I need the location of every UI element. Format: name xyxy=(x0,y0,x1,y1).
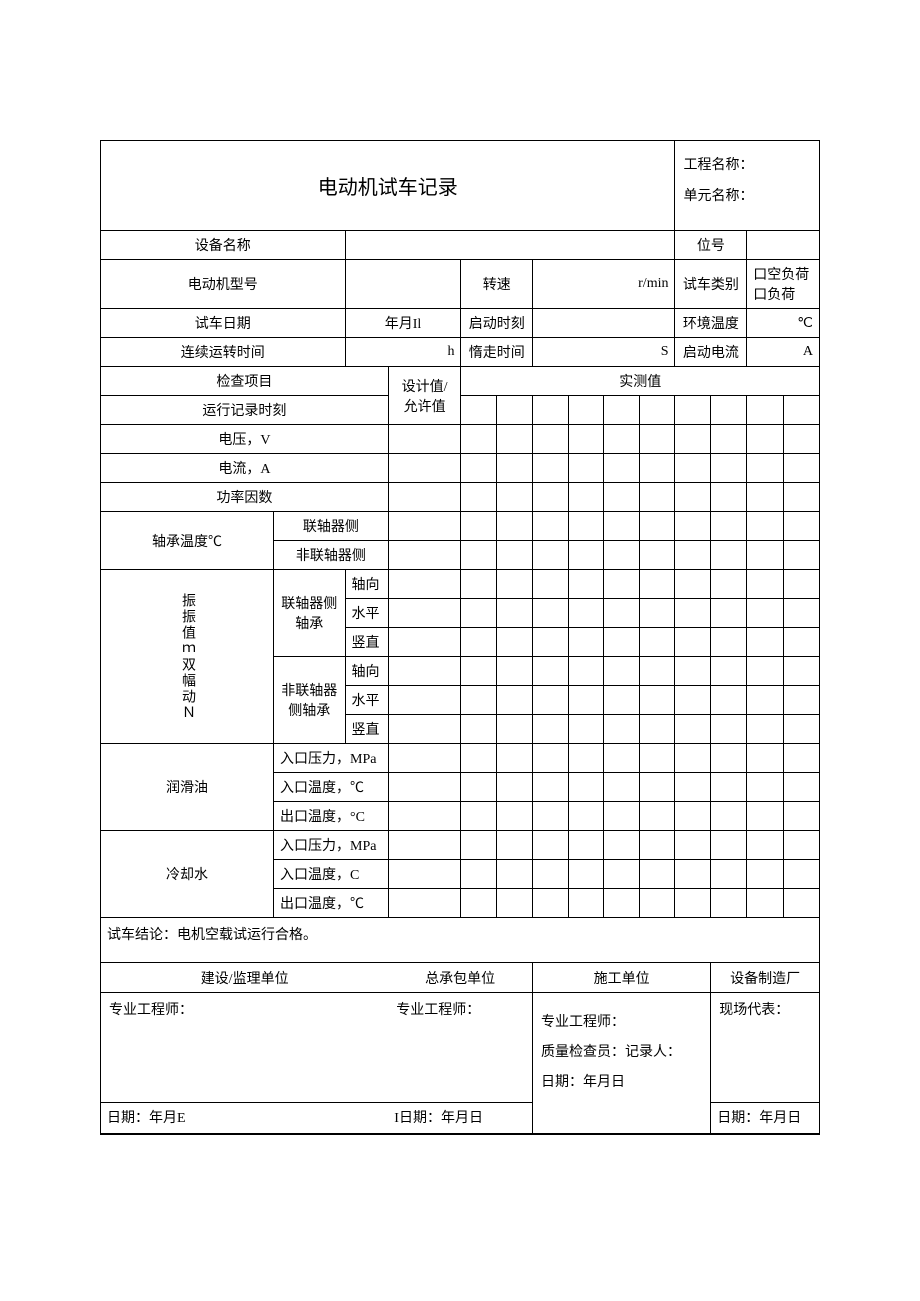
vibration-group: 振振值ｍ双幅动Ｎ xyxy=(101,570,274,744)
start-time-label: 启动时刻 xyxy=(461,309,533,338)
sig1-engineer: 专业工程师： xyxy=(109,999,380,1019)
power-factor-label: 功率因数 xyxy=(101,483,389,512)
sig1-date: 日期：年月E xyxy=(107,1111,186,1126)
runtime-label: 连续运转时间 xyxy=(101,338,346,367)
design-value-label: 设计值/允许值 xyxy=(388,367,461,425)
check-item-label: 检查项目 xyxy=(101,367,389,396)
sig-col4-date: 日期：年月日 xyxy=(711,1103,820,1134)
m-col-6 xyxy=(639,396,675,425)
device-name-label: 设备名称 xyxy=(101,231,346,260)
env-temp-unit: ℃ xyxy=(747,309,820,338)
m-col-9 xyxy=(747,396,783,425)
start-current-unit: A xyxy=(747,338,820,367)
coast-unit: S xyxy=(532,338,675,367)
lube-out-temp: 出口温度，°C xyxy=(274,802,389,831)
conclusion: 试车结论：电机空载试运行合格。 xyxy=(101,918,820,963)
m-col-3 xyxy=(532,396,568,425)
voltage-label: 电压，V xyxy=(101,425,389,454)
sig3-qc: 质量检查员：记录人： xyxy=(541,1041,702,1061)
sig-col4-body: 现场代表： xyxy=(711,993,820,1103)
bearing-coupling-side: 联轴器侧 xyxy=(274,512,389,541)
cooling-out-temp: 出口温度，℃ xyxy=(274,889,389,918)
m-col-8 xyxy=(711,396,747,425)
sig-col2-date: I日期：年月日 xyxy=(388,1103,532,1134)
cooling-in-temp: 入口温度，C xyxy=(274,860,389,889)
runtime-record-label: 运行记录时刻 xyxy=(101,396,389,425)
motor-test-record-table: 电动机试车记录 工程名称： 单元名称： 设备名称 位号 电动机型号 转速 r/m… xyxy=(100,140,820,1135)
sig-col2-body: 专业工程师： xyxy=(388,993,532,1103)
vib-c-vertical: 竖直 xyxy=(345,628,388,657)
power-factor-design xyxy=(388,483,461,512)
speed-label: 转速 xyxy=(461,260,533,309)
sig2-date: I日期：年月日 xyxy=(394,1111,483,1126)
m-col-2 xyxy=(497,396,533,425)
sig2-engineer: 专业工程师： xyxy=(396,999,524,1019)
lube-in-pressure: 入口压力，MPa xyxy=(274,744,389,773)
runtime-unit: h xyxy=(345,338,461,367)
test-date-label: 试车日期 xyxy=(101,309,346,338)
sig-col1-body: 专业工程师： xyxy=(101,993,389,1103)
env-temp-label: 环境温度 xyxy=(675,309,747,338)
test-type-label: 试车类别 xyxy=(675,260,747,309)
vib-nc-vertical: 竖直 xyxy=(345,715,388,744)
lube-in-temp: 入口温度，℃ xyxy=(274,773,389,802)
m-col-4 xyxy=(568,396,604,425)
measured-label: 实测值 xyxy=(461,367,820,396)
speed-unit: r/min xyxy=(532,260,675,309)
test-date-value: 年月Il xyxy=(345,309,461,338)
device-name-value xyxy=(345,231,675,260)
vib-c-axial: 轴向 xyxy=(345,570,388,599)
current-design xyxy=(388,454,461,483)
bearing-temp-group: 轴承温度℃ xyxy=(101,512,274,570)
coast-label: 惰走时间 xyxy=(461,338,533,367)
sig-col3-header: 施工单位 xyxy=(532,963,710,993)
project-name-label: 工程名称： xyxy=(683,151,811,182)
cooling-in-pressure: 入口压力，MPa xyxy=(274,831,389,860)
bearing-non-coupling-side: 非联轴器侧 xyxy=(274,541,389,570)
position-label: 位号 xyxy=(675,231,747,260)
sig-col3-body: 专业工程师： 质量检查员：记录人： 日期：年月日 xyxy=(532,993,710,1134)
model-value xyxy=(345,260,461,309)
model-label: 电动机型号 xyxy=(101,260,346,309)
sig-col4-header: 设备制造厂 xyxy=(711,963,820,993)
vib-nc-axial: 轴向 xyxy=(345,657,388,686)
voltage-design xyxy=(388,425,461,454)
m-col-10 xyxy=(783,396,819,425)
vib-nc-horizontal: 水平 xyxy=(345,686,388,715)
vib-coupling-bearing: 联轴器侧轴承 xyxy=(274,570,346,657)
m-col-1 xyxy=(461,396,497,425)
sig4-rep: 现场代表： xyxy=(719,999,811,1019)
sig3-date: 日期：年月日 xyxy=(541,1071,702,1091)
position-value xyxy=(747,231,820,260)
vib-c-horizontal: 水平 xyxy=(345,599,388,628)
lube-group: 润滑油 xyxy=(101,744,274,831)
sig-col2-header: 总承包单位 xyxy=(388,963,532,993)
start-time-value xyxy=(532,309,675,338)
start-current-label: 启动电流 xyxy=(675,338,747,367)
m-col-7 xyxy=(675,396,711,425)
unit-name-label: 单元名称： xyxy=(683,182,811,213)
m-col-5 xyxy=(604,396,640,425)
sig-col1-date: 日期：年月E xyxy=(101,1103,389,1134)
vib-non-coupling-bearing: 非联轴器侧轴承 xyxy=(274,657,346,744)
sig3-engineer: 专业工程师： xyxy=(541,1011,702,1031)
form-title: 电动机试车记录 xyxy=(101,141,675,231)
sig4-date: 日期：年月日 xyxy=(717,1111,801,1126)
header-info: 工程名称： 单元名称： xyxy=(675,141,820,231)
test-type-value: 口空负荷口负荷 xyxy=(747,260,820,309)
sig-col1-header: 建设/监理单位 xyxy=(101,963,389,993)
cooling-group: 冷却水 xyxy=(101,831,274,918)
current-label: 电流，A xyxy=(101,454,389,483)
